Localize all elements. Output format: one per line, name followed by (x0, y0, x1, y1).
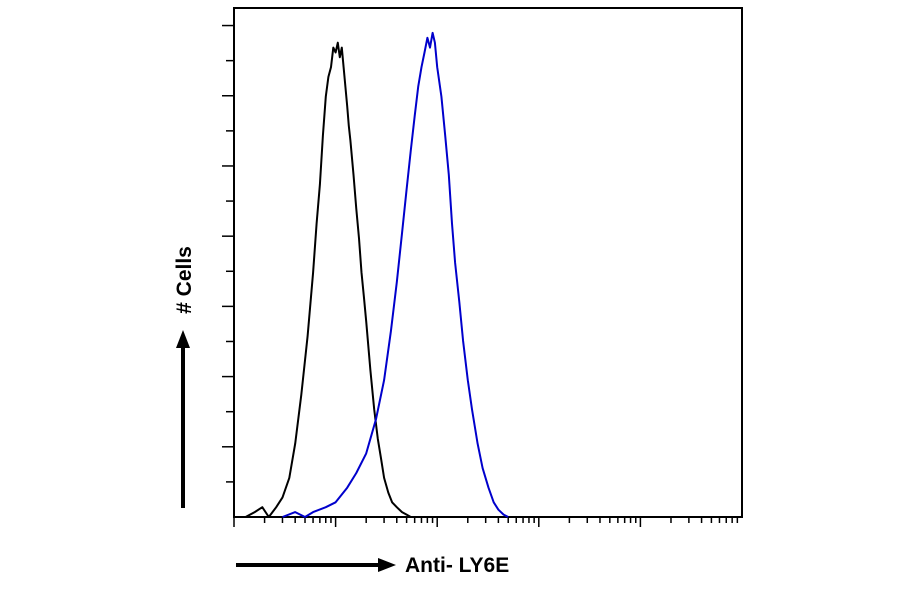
x-arrow-head (378, 558, 396, 572)
plot-frame (233, 7, 743, 518)
y-arrow-head (176, 330, 190, 348)
axis-layer (222, 7, 743, 527)
x-axis-label: Anti- LY6E (405, 554, 509, 577)
ly6e-histogram-line (282, 31, 509, 518)
series-layer (245, 31, 509, 518)
control-histogram-line (245, 41, 415, 518)
y-axis-label: # Cells (173, 246, 196, 314)
arrow-layer (176, 330, 396, 572)
